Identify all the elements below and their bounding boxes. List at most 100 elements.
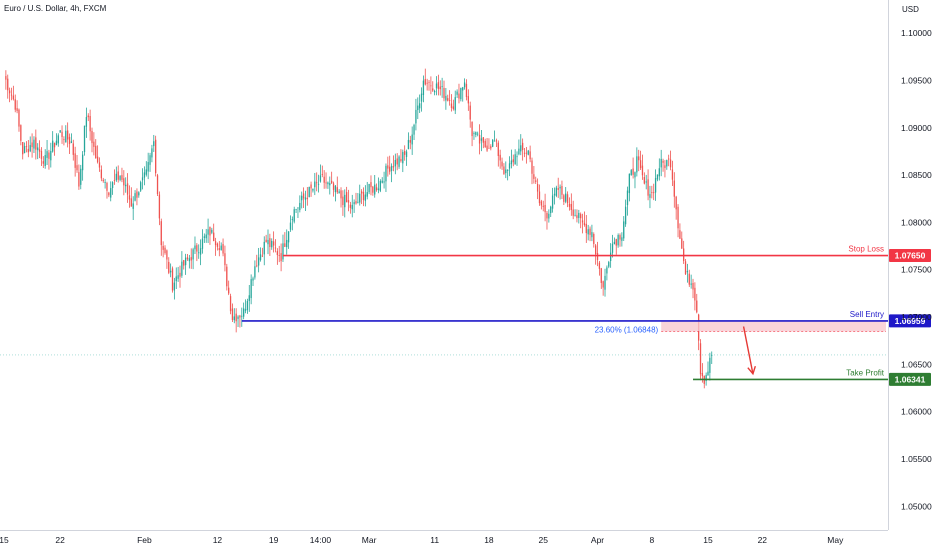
candle-body bbox=[617, 235, 619, 246]
date-tick-label: 15 bbox=[703, 535, 713, 545]
candle-body bbox=[475, 132, 477, 135]
candle-body bbox=[387, 165, 389, 169]
candle-body bbox=[548, 213, 550, 219]
candle-body bbox=[325, 182, 327, 184]
candle-body bbox=[27, 148, 29, 153]
chart-title: Euro / U.S. Dollar, 4h, FXCM bbox=[4, 4, 107, 13]
candle-body bbox=[229, 296, 232, 312]
candle-body bbox=[168, 261, 170, 273]
candle-body bbox=[186, 257, 189, 260]
candle-body bbox=[224, 253, 226, 266]
candle-body bbox=[499, 154, 501, 161]
candle-body bbox=[589, 228, 591, 235]
candle-body bbox=[23, 146, 26, 154]
candle-body bbox=[5, 76, 7, 80]
candle-body bbox=[439, 86, 441, 90]
date-tick-label: Mar bbox=[362, 535, 377, 545]
candle-body bbox=[709, 357, 711, 373]
candle-body bbox=[565, 193, 567, 202]
candle-body bbox=[184, 257, 187, 266]
candle-body bbox=[432, 88, 434, 91]
candle-body bbox=[147, 162, 149, 172]
time-axis[interactable]: 15 22 Feb 12 19 14:00 Mar 11 18 25 Apr 8 15 22 May bbox=[0, 535, 844, 545]
candle-body bbox=[462, 87, 464, 91]
candle-body bbox=[173, 282, 176, 291]
candle-body bbox=[181, 261, 183, 276]
candle-body bbox=[628, 173, 631, 194]
date-tick-label: 11 bbox=[430, 535, 439, 545]
date-tick-label: Feb bbox=[137, 535, 152, 545]
candle-body bbox=[598, 262, 601, 269]
candle-body bbox=[213, 232, 215, 241]
candle-body bbox=[469, 105, 471, 120]
fib-zone-label: 23.60% (1.06848) bbox=[595, 325, 659, 334]
candle-body bbox=[512, 159, 514, 163]
candle-body bbox=[98, 162, 101, 168]
candle-body bbox=[345, 192, 348, 203]
candle-body bbox=[664, 165, 666, 168]
candle-body bbox=[583, 222, 586, 226]
candle-body bbox=[372, 186, 374, 193]
candle-body bbox=[44, 155, 46, 167]
candle-body bbox=[102, 179, 104, 182]
candle-body bbox=[456, 91, 458, 95]
price-tick-label: 1.05000 bbox=[901, 501, 932, 511]
candle-body bbox=[383, 181, 385, 183]
take-profit-price-value: 1.06341 bbox=[895, 374, 926, 384]
candle-body bbox=[104, 182, 106, 184]
candle-body bbox=[465, 83, 468, 98]
candle-body bbox=[570, 204, 572, 211]
candle-body bbox=[435, 83, 438, 89]
candle-body bbox=[280, 253, 282, 262]
candle-body bbox=[271, 240, 273, 248]
candle-body bbox=[660, 158, 662, 168]
candle-body bbox=[514, 154, 516, 165]
candle-body bbox=[237, 316, 239, 319]
candle-body bbox=[576, 215, 578, 219]
candle-body bbox=[289, 222, 292, 230]
candle-body bbox=[95, 145, 97, 159]
date-tick-label: 12 bbox=[213, 535, 223, 545]
price-tick-label: 1.07000 bbox=[901, 312, 932, 322]
candle-body bbox=[531, 160, 533, 174]
currency-label[interactable]: USD bbox=[902, 5, 919, 14]
candle-body bbox=[413, 124, 415, 135]
candle-body bbox=[585, 223, 587, 234]
candle-body bbox=[261, 255, 264, 257]
candle-body bbox=[272, 241, 275, 246]
candle-body bbox=[359, 193, 361, 203]
candle-body bbox=[529, 151, 531, 160]
candle-body bbox=[520, 145, 522, 152]
candle-body bbox=[50, 150, 52, 161]
candle-body bbox=[14, 99, 16, 110]
candle-body bbox=[291, 219, 293, 221]
candle-body bbox=[542, 205, 544, 207]
candle-body bbox=[188, 258, 191, 262]
candle-body bbox=[293, 209, 295, 222]
stop-loss-price-tag bbox=[889, 249, 931, 263]
candle-body bbox=[492, 139, 494, 147]
date-tick-label: Apr bbox=[591, 535, 604, 545]
candle-body bbox=[533, 174, 535, 179]
candle-body bbox=[156, 175, 159, 194]
candle-body bbox=[580, 214, 582, 219]
candle-body bbox=[336, 187, 338, 193]
candle-body bbox=[166, 250, 168, 260]
candle-body bbox=[503, 166, 505, 175]
candle-body bbox=[141, 177, 144, 181]
candle-body bbox=[681, 238, 683, 249]
candle-body bbox=[375, 187, 378, 191]
candle-body bbox=[394, 159, 396, 167]
candle-body bbox=[231, 308, 234, 320]
candle-body bbox=[190, 257, 192, 261]
price-axis[interactable]: 1.05000 1.05500 1.06000 1.06500 1.07000 1.075… bbox=[901, 28, 932, 511]
candle-body bbox=[694, 287, 696, 301]
candle-body bbox=[557, 188, 559, 190]
candle-body bbox=[314, 181, 316, 188]
candle-body bbox=[29, 145, 31, 152]
candle-body bbox=[46, 151, 48, 158]
candle-body bbox=[521, 142, 524, 150]
sell-entry-price-value: 1.06959 bbox=[895, 316, 926, 326]
candle-body bbox=[33, 139, 35, 149]
